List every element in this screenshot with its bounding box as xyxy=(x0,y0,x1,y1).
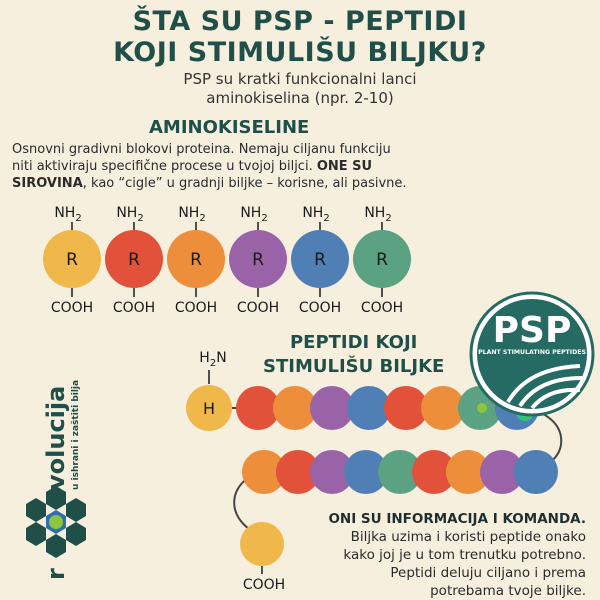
amino-heading: AMINOKISELINE xyxy=(149,117,310,138)
subtitle-line-2: aminokiselina (npr. 2-10) xyxy=(206,89,394,107)
info-line-4: Peptidi deluju ciljano i prema xyxy=(390,565,586,581)
amino-acid: NH2 R COOH xyxy=(291,205,349,316)
peptide-circle xyxy=(514,450,558,494)
amino-line-1: Osnovni gradivni blokovi proteina. Nemaj… xyxy=(12,142,391,157)
leaf-icon xyxy=(49,515,63,529)
peptide-circle xyxy=(384,386,428,430)
peptide-end-circle xyxy=(240,522,284,566)
psp-badge-title: PSP xyxy=(493,310,572,351)
cooh-label: COOH xyxy=(299,300,341,316)
amino-acid-circle xyxy=(167,230,225,288)
amino-line-3-bold: SIROVINA xyxy=(12,176,83,191)
peptide-circle xyxy=(412,450,456,494)
amino-line-3: SIROVINA, kao “cigle” u gradnji biljke –… xyxy=(12,175,597,192)
amino-line-2-text: niti aktiviraju specifične procese u tvo… xyxy=(12,159,313,174)
r-label: R xyxy=(376,250,388,270)
cooh-label: COOH xyxy=(243,577,285,593)
h2n-label: H2N xyxy=(199,350,226,369)
peptide-circle xyxy=(273,386,317,430)
nh2-label: NH2 xyxy=(54,205,81,224)
peptide-circle xyxy=(480,450,524,494)
psp-badge-subtitle: PLANT STIMULATING PEPTIDES xyxy=(478,349,586,356)
page-title: ŠTA SU PSP - PEPTIDI KOJI STIMULIŠU BILJ… xyxy=(0,6,600,68)
amino-acid: NH2 R COOH xyxy=(353,205,411,316)
title-line-2: KOJI STIMULIŠU BILJKU? xyxy=(113,37,487,68)
brand-prefix: r xyxy=(42,568,70,580)
amino-acid-circle xyxy=(105,230,163,288)
amino-acid-row: NH2 R COOH NH2 R COOH NH2 R COOH NH2 R COOH NH2 R COOH… xyxy=(43,205,411,316)
h-label: H xyxy=(203,399,215,418)
peptides-heading-line-1: PEPTIDI KOJI xyxy=(289,332,418,353)
peptide-circle xyxy=(310,450,354,494)
psp-badge-wave-1 xyxy=(506,364,581,404)
hex-icon xyxy=(46,534,66,558)
brand-logo: r volucija u ishrani i zaštiti bilja xyxy=(26,380,86,580)
hex-icon xyxy=(66,498,86,522)
peptide-circle xyxy=(347,386,391,430)
psp-badge-wave-3 xyxy=(530,387,581,410)
cooh-label: COOH xyxy=(51,300,93,316)
amino-description: Osnovni gradivni blokovi proteina. Nemaj… xyxy=(12,141,597,192)
amino-line-2: niti aktiviraju specifične procese u tvo… xyxy=(12,158,597,175)
cooh-label: COOH xyxy=(113,300,155,316)
info-line-1: ONI SU INFORMACIJA I KOMANDA. xyxy=(328,511,586,527)
peptides-heading-line-2: STIMULIŠU BILJKE xyxy=(263,356,445,377)
peptide-start-circle xyxy=(186,385,232,431)
hex-icon xyxy=(26,522,46,546)
r-label: R xyxy=(190,250,202,270)
peptide-circle xyxy=(310,386,354,430)
amino-acid-circle xyxy=(229,230,287,288)
nh2-label: NH2 xyxy=(116,205,143,224)
peptide-circle xyxy=(378,450,422,494)
brand-tagline: u ishrani i zaštiti bilja xyxy=(70,380,81,490)
amino-acid: NH2 R COOH xyxy=(229,205,287,316)
r-label: R xyxy=(314,250,326,270)
brand-hex-cluster xyxy=(26,486,86,558)
hex-icon xyxy=(66,522,86,546)
r-label: R xyxy=(66,250,78,270)
r-label: R xyxy=(128,250,140,270)
nh2-label: NH2 xyxy=(302,205,329,224)
title-line-1: ŠTA SU PSP - PEPTIDI xyxy=(132,6,468,37)
glow-dot xyxy=(477,403,487,413)
hex-icon xyxy=(46,486,66,510)
subtitle-line-1: PSP su kratki funkcionalni lanci xyxy=(183,70,417,88)
peptide-circle xyxy=(276,450,320,494)
amino-line-2-bold: ONE SU xyxy=(316,159,373,174)
cooh-label: COOH xyxy=(237,300,279,316)
r-label: R xyxy=(252,250,264,270)
amino-acid-circle xyxy=(353,230,411,288)
amino-acid-circle xyxy=(43,230,101,288)
psp-badge-wave-2 xyxy=(518,376,583,408)
hex-icon xyxy=(26,498,46,522)
brand-name: volucija xyxy=(42,386,70,490)
peptide-circle xyxy=(236,386,280,430)
amino-acid: NH2 R COOH xyxy=(167,205,225,316)
info-line-2: Biljka uzima i koristi peptide onako xyxy=(350,529,586,545)
amino-acid: NH2 R COOH xyxy=(43,205,101,316)
peptides-description: ONI SU INFORMACIJA I KOMANDA. Biljka uzi… xyxy=(256,510,586,600)
page-subtitle: PSP su kratki funkcionalni lanci aminoki… xyxy=(0,70,600,108)
peptide-circle xyxy=(242,450,286,494)
peptides-heading: PEPTIDI KOJI STIMULIŠU BILJKE xyxy=(263,331,444,379)
info-line-3: kako joj je u tom trenutku potrebno. xyxy=(343,547,586,563)
amino-acid-circle xyxy=(291,230,349,288)
info-line-5: potrebama tvoje biljke. xyxy=(430,583,586,599)
psp-badge: PSP PLANT STIMULATING PEPTIDES xyxy=(469,291,595,417)
peptide-circle xyxy=(446,450,490,494)
peptide-circle xyxy=(421,386,465,430)
nh2-label: NH2 xyxy=(364,205,391,224)
amino-line-3-text: , kao “cigle” u gradnji biljke – korisne… xyxy=(82,176,407,191)
amino-acid: NH2 R COOH xyxy=(105,205,163,316)
peptide-circle xyxy=(344,450,388,494)
cooh-label: COOH xyxy=(361,300,403,316)
cooh-label: COOH xyxy=(175,300,217,316)
nh2-label: NH2 xyxy=(240,205,267,224)
nh2-label: NH2 xyxy=(178,205,205,224)
